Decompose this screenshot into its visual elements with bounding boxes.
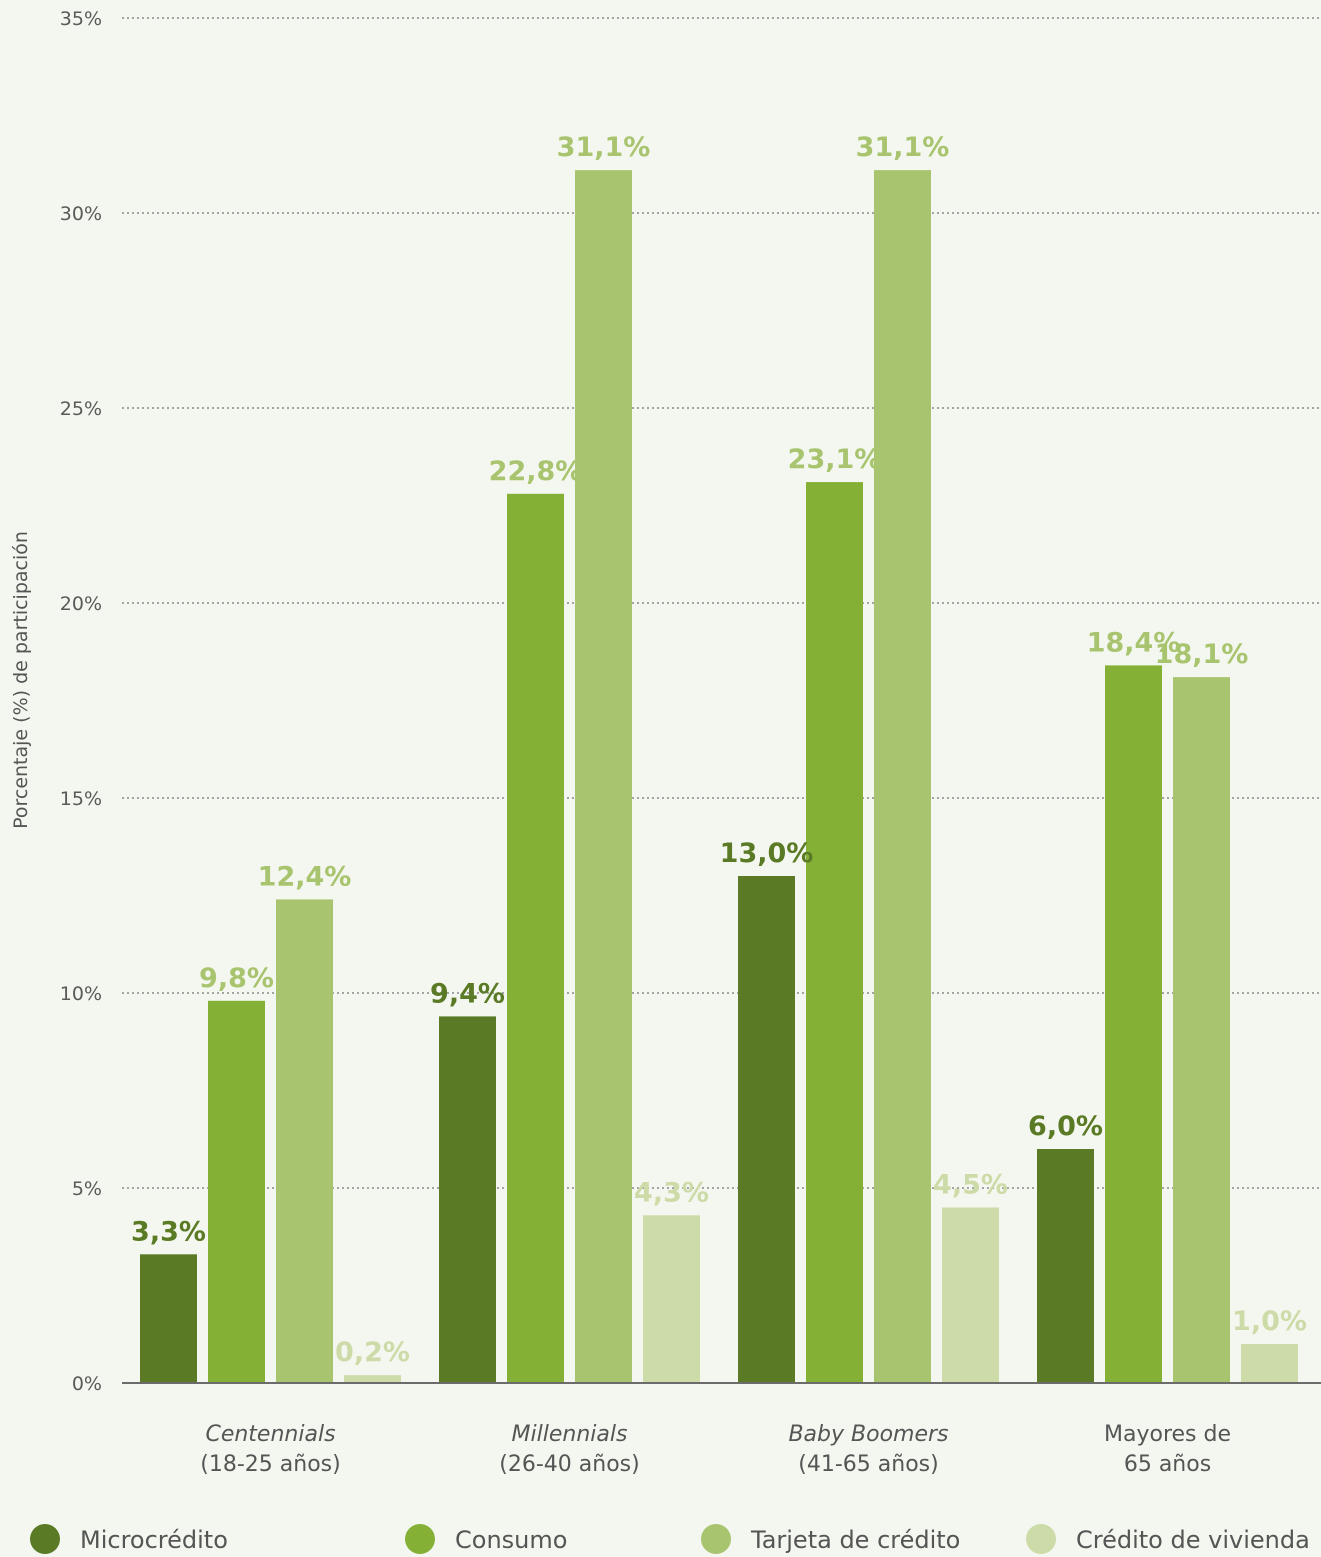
bar-microcrédito [738, 876, 795, 1383]
data-label: 3,3% [131, 1216, 206, 1247]
bar-tarjeta-de-crédito [575, 170, 632, 1384]
bar-consumo [507, 493, 564, 1383]
data-label: 31,1% [856, 132, 950, 163]
y-tick-label: 10% [60, 983, 102, 1005]
legend-swatch [701, 1524, 731, 1554]
legend-label: Consumo [455, 1526, 567, 1554]
data-label: 22,8% [489, 456, 583, 487]
bar-crédito-de-vivienda [643, 1215, 700, 1383]
y-tick-label: 15% [60, 788, 102, 810]
category-label: Centennials [205, 1422, 335, 1447]
legend-swatch [405, 1524, 435, 1554]
category-sublabel: 65 años [1124, 1452, 1211, 1477]
y-tick-label: 35% [60, 8, 102, 30]
bar-tarjeta-de-crédito [874, 170, 931, 1384]
y-axis-label: Porcentaje (%) de participación [10, 531, 32, 829]
bar-crédito-de-vivienda [942, 1207, 999, 1383]
bar-crédito-de-vivienda [1241, 1344, 1298, 1383]
data-label: 18,4% [1087, 627, 1181, 658]
data-label: 23,1% [788, 444, 882, 475]
y-axis-ticks: 0% 5% 10% 15% 20% 25% 30% 35% [60, 8, 102, 1395]
bar-microcrédito [140, 1254, 197, 1383]
y-tick-label: 5% [72, 1178, 102, 1200]
bar-tarjeta-de-crédito [276, 899, 333, 1383]
legend-label: Crédito de vivienda [1076, 1526, 1310, 1554]
y-tick-label: 25% [60, 398, 102, 420]
data-label: 9,8% [199, 963, 274, 994]
bar-tarjeta-de-crédito [1173, 677, 1230, 1383]
bar-microcrédito [1037, 1149, 1094, 1383]
category-label: Mayores de [1104, 1422, 1231, 1447]
y-tick-label: 20% [60, 593, 102, 615]
legend-label: Tarjeta de crédito [750, 1526, 960, 1554]
bar-consumo [806, 482, 863, 1384]
legend: Microcrédito Consumo Tarjeta de crédito Cré… [30, 1524, 1310, 1554]
bar-microcrédito [439, 1016, 496, 1383]
data-label: 4,5% [933, 1170, 1008, 1201]
bars [140, 170, 1298, 1384]
data-label: 31,1% [557, 132, 651, 163]
bar-consumo [208, 1000, 265, 1383]
data-label: 9,4% [430, 978, 505, 1009]
data-label: 1,0% [1232, 1306, 1307, 1337]
x-axis-categories: Centennials (18-25 años) Millennials (26-40… [200, 1422, 1231, 1477]
data-label: 0,2% [335, 1337, 410, 1368]
data-label: 4,3% [634, 1177, 709, 1208]
category-sublabel: (41-65 años) [798, 1452, 938, 1477]
data-labels: 3,3% 9,4% 13,0% 6,0% 9,8% 22,8% 23,1% 18,4% 12,4… [131, 132, 1307, 1368]
legend-swatch [1026, 1524, 1056, 1554]
data-label: 12,4% [258, 861, 352, 892]
data-label: 6,0% [1028, 1111, 1103, 1142]
bar-consumo [1105, 665, 1162, 1383]
y-tick-label: 0% [72, 1373, 102, 1395]
legend-label: Microcrédito [80, 1526, 228, 1554]
category-label: Millennials [512, 1422, 628, 1447]
category-sublabel: (18-25 años) [200, 1452, 340, 1477]
legend-swatch [30, 1524, 60, 1554]
y-tick-label: 30% [60, 203, 102, 225]
category-label: Baby Boomers [788, 1422, 948, 1447]
bar-crédito-de-vivienda [344, 1375, 401, 1383]
data-label: 18,1% [1155, 639, 1249, 670]
data-label: 13,0% [720, 838, 814, 869]
category-sublabel: (26-40 años) [499, 1452, 639, 1477]
